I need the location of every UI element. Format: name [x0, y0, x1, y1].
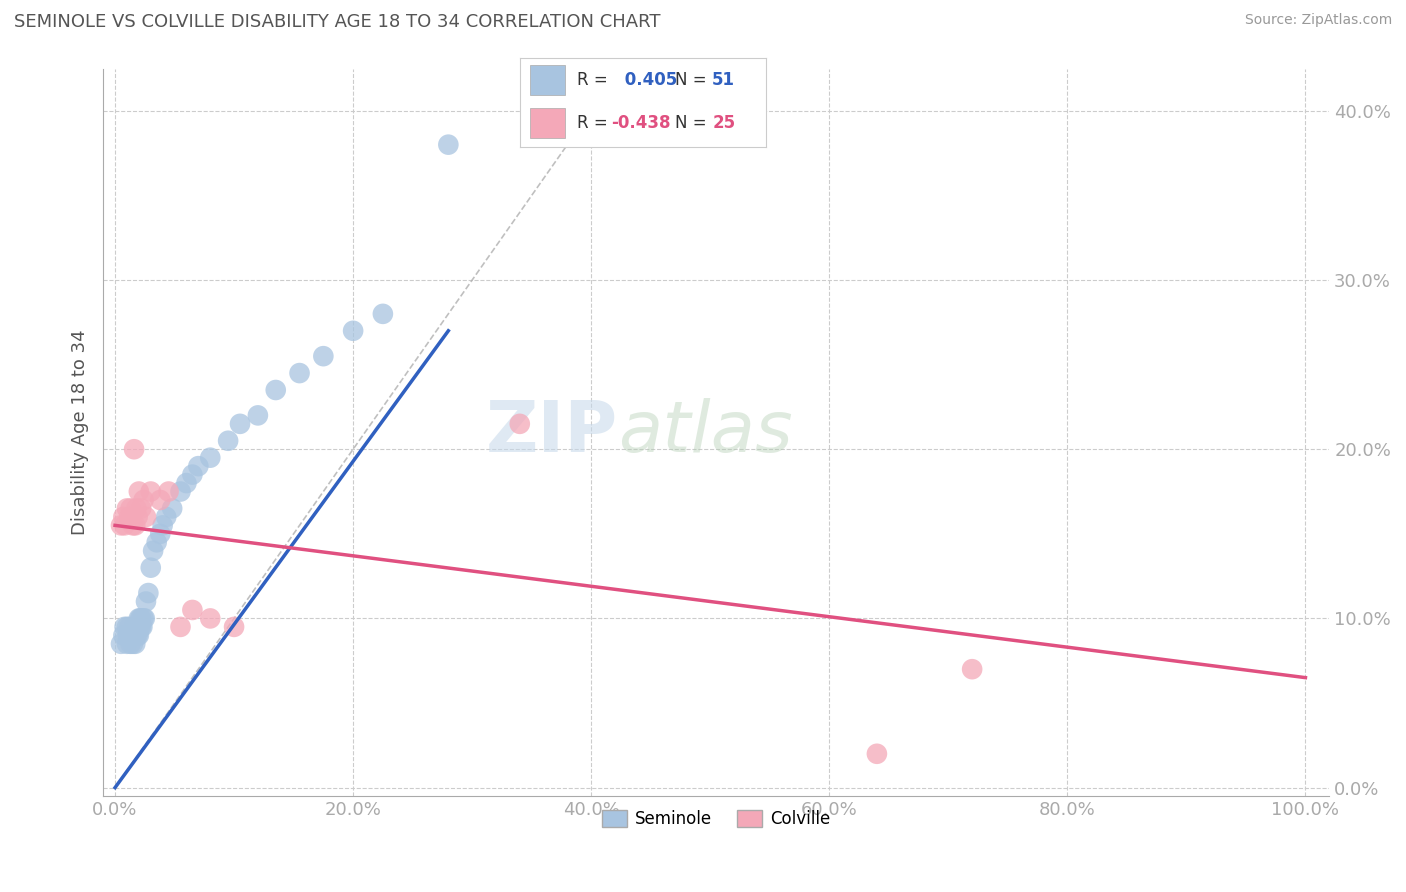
Point	[139, 560, 162, 574]
Point	[145, 535, 167, 549]
Point	[112, 509, 135, 524]
Point	[187, 459, 209, 474]
Point	[149, 493, 172, 508]
Point	[135, 509, 157, 524]
Text: 0.405: 0.405	[619, 71, 676, 89]
Point	[122, 518, 145, 533]
Point	[131, 620, 153, 634]
Text: N =: N =	[675, 114, 707, 132]
Legend: Seminole, Colville: Seminole, Colville	[595, 804, 838, 835]
Point	[120, 501, 142, 516]
Point	[152, 518, 174, 533]
Point	[157, 484, 180, 499]
Text: N =: N =	[675, 71, 707, 89]
Point	[114, 620, 136, 634]
Point	[312, 349, 335, 363]
Point	[124, 518, 146, 533]
Point	[169, 620, 191, 634]
FancyBboxPatch shape	[530, 65, 565, 95]
Text: 25: 25	[711, 114, 735, 132]
Point	[142, 543, 165, 558]
Point	[128, 628, 150, 642]
Point	[132, 493, 155, 508]
Point	[200, 450, 222, 465]
Point	[127, 620, 149, 634]
Point	[229, 417, 252, 431]
Y-axis label: Disability Age 18 to 34: Disability Age 18 to 34	[72, 329, 89, 535]
Point	[114, 518, 136, 533]
Point	[138, 586, 160, 600]
Text: R =: R =	[576, 114, 607, 132]
Point	[129, 501, 152, 516]
Point	[149, 526, 172, 541]
Point	[155, 509, 177, 524]
Point	[124, 637, 146, 651]
Text: Source: ZipAtlas.com: Source: ZipAtlas.com	[1244, 13, 1392, 28]
Point	[125, 501, 148, 516]
Text: -0.438: -0.438	[612, 114, 671, 132]
Point	[122, 628, 145, 642]
Point	[132, 611, 155, 625]
Point	[135, 594, 157, 608]
Text: SEMINOLE VS COLVILLE DISABILITY AGE 18 TO 34 CORRELATION CHART: SEMINOLE VS COLVILLE DISABILITY AGE 18 T…	[14, 13, 661, 31]
Point	[181, 467, 204, 482]
Point	[217, 434, 239, 448]
Point	[118, 620, 141, 634]
Point	[128, 611, 150, 625]
Point	[437, 137, 460, 152]
Point	[246, 409, 269, 423]
Point	[127, 509, 149, 524]
Point	[129, 620, 152, 634]
Point	[160, 501, 183, 516]
FancyBboxPatch shape	[530, 108, 565, 138]
Point	[118, 509, 141, 524]
Point	[181, 603, 204, 617]
Point	[127, 628, 149, 642]
Point	[129, 611, 152, 625]
Point	[960, 662, 983, 676]
Point	[139, 484, 162, 499]
Point	[200, 611, 222, 625]
Point	[134, 611, 156, 625]
Point	[128, 484, 150, 499]
Point	[371, 307, 394, 321]
Text: R =: R =	[576, 71, 607, 89]
Point	[121, 628, 143, 642]
Text: ZIP: ZIP	[486, 398, 619, 467]
Point	[264, 383, 287, 397]
Point	[288, 366, 311, 380]
Point	[125, 628, 148, 642]
Point	[122, 637, 145, 651]
Point	[117, 628, 139, 642]
Point	[115, 501, 138, 516]
Point	[110, 637, 132, 651]
Point	[129, 620, 152, 634]
Point	[122, 628, 145, 642]
Point	[176, 476, 198, 491]
Point	[222, 620, 245, 634]
Point	[342, 324, 364, 338]
Point	[124, 620, 146, 634]
Point	[125, 620, 148, 634]
Point	[112, 628, 135, 642]
Point	[169, 484, 191, 499]
Point	[122, 620, 145, 634]
Point	[115, 637, 138, 651]
Point	[509, 417, 531, 431]
Text: atlas: atlas	[619, 398, 793, 467]
Point	[120, 637, 142, 651]
Point	[129, 611, 152, 625]
Point	[122, 442, 145, 457]
Point	[110, 518, 132, 533]
Text: 51: 51	[711, 71, 735, 89]
Point	[115, 620, 138, 634]
Point	[866, 747, 889, 761]
